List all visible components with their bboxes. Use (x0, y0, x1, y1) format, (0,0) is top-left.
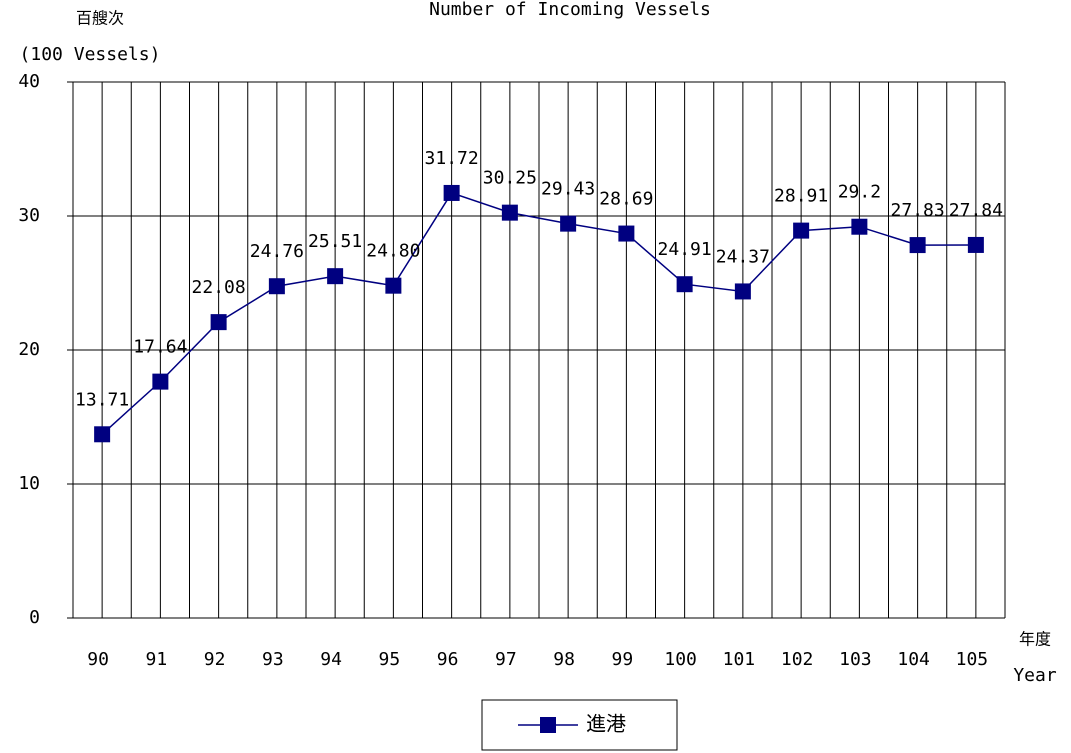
data-label: 24.91 (658, 239, 712, 260)
data-label: 28.69 (599, 189, 653, 210)
data-label: 24.37 (716, 246, 770, 267)
x-tick-label: 95 (379, 649, 401, 670)
chart-title: Number of Incoming Vessels (429, 0, 711, 20)
marker (385, 277, 402, 294)
y-tick-label: 20 (18, 339, 40, 360)
data-label: 25.51 (308, 231, 362, 252)
x-tick-label: 99 (612, 649, 634, 670)
data-label: 24.80 (366, 241, 420, 262)
marker (851, 218, 868, 235)
marker (734, 283, 751, 300)
y-axis-label-en: (100 Vessels) (20, 44, 161, 65)
y-tick-label: 10 (18, 473, 40, 494)
marker (443, 184, 460, 201)
x-tick-label: 101 (723, 649, 756, 670)
x-tick-label: 90 (87, 649, 109, 670)
marker (793, 222, 810, 239)
marker (94, 426, 111, 443)
marker (501, 204, 518, 221)
data-label: 27.83 (891, 200, 945, 221)
y-axis-label: 百艘次 (76, 9, 124, 28)
y-tick-label: 40 (18, 71, 40, 92)
data-label: 30.25 (483, 168, 537, 189)
x-tick-label: 96 (437, 649, 459, 670)
x-tick-label: 92 (204, 649, 226, 670)
legend-box (481, 699, 678, 751)
data-label: 24.76 (250, 241, 304, 262)
data-label: 29.2 (838, 182, 881, 203)
x-tick-label: 100 (664, 649, 697, 670)
x-axis-label-en: Year (1013, 665, 1057, 686)
y-tick-label: 30 (18, 205, 40, 226)
x-tick-label: 91 (146, 649, 168, 670)
x-tick-label: 104 (897, 649, 930, 670)
x-tick-label: 97 (495, 649, 517, 670)
marker (560, 215, 577, 232)
series-line (101, 192, 976, 435)
data-label: 29.43 (541, 179, 595, 200)
marker (618, 225, 635, 242)
marker (967, 236, 984, 253)
data-label: 27.84 (949, 200, 1003, 221)
legend-marker (540, 717, 556, 733)
data-label: 17.64 (133, 337, 187, 358)
x-tick-label: 94 (320, 649, 342, 670)
x-tick-label: 98 (553, 649, 575, 670)
marker (676, 276, 693, 293)
data-label: 22.08 (192, 277, 246, 298)
data-label: 31.72 (425, 148, 479, 169)
data-label: 13.71 (75, 389, 129, 410)
data-label: 28.91 (774, 186, 828, 207)
marker (268, 278, 285, 295)
x-tick-label: 105 (956, 649, 989, 670)
x-tick-label: 102 (781, 649, 814, 670)
marker (909, 237, 926, 254)
x-tick-label: 93 (262, 649, 284, 670)
y-tick-label: 0 (29, 607, 40, 628)
legend-label: 進港 (586, 712, 626, 736)
marker (327, 268, 344, 285)
x-tick-label: 103 (839, 649, 872, 670)
marker (152, 373, 169, 390)
x-axis-label: 年度 (1019, 630, 1051, 649)
marker (210, 314, 227, 331)
